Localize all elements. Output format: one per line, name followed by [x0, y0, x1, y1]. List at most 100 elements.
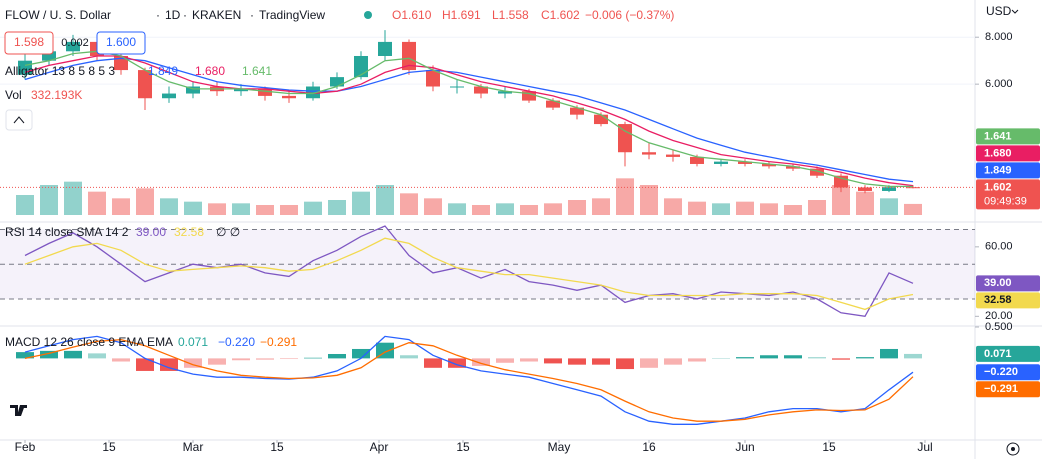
collapse-icon — [13, 116, 25, 124]
volume-bar — [736, 201, 754, 215]
separator: · — [250, 8, 254, 22]
indicator-line — [24, 338, 914, 422]
price-badge — [976, 345, 1040, 362]
buy-price[interactable]: 1.600 — [106, 35, 136, 49]
candle-body — [690, 156, 704, 164]
candle-body — [42, 51, 56, 61]
volume-bar — [760, 203, 778, 215]
indicator-line — [24, 335, 914, 425]
candle-body — [282, 95, 296, 99]
indicator-legend: MACD 12 26 close 9 EMA EMA — [5, 335, 173, 349]
interval: 1D — [165, 8, 181, 22]
price-badge — [976, 145, 1040, 162]
volume-bar — [280, 205, 298, 215]
y-tick-label: 20.00 — [985, 310, 1013, 322]
histogram-bar — [232, 358, 250, 361]
candle-body — [186, 86, 200, 94]
ohlc-open: O1.610 — [392, 8, 432, 22]
candle-body — [66, 41, 80, 52]
legend-value: −0.220 — [218, 335, 255, 349]
volume-bar — [592, 198, 610, 215]
candle-body — [570, 107, 584, 115]
x-tick-label: Jul — [917, 440, 932, 454]
histogram-bar — [904, 353, 922, 359]
currency-dropdown[interactable] — [1011, 9, 1019, 14]
volume-bar — [304, 201, 322, 215]
histogram-bar — [64, 350, 82, 359]
x-tick-label: Feb — [15, 440, 36, 454]
collapse-button[interactable] — [5, 109, 33, 131]
candle-body — [594, 114, 608, 125]
indicator-line — [24, 237, 914, 311]
volume-bar — [904, 203, 922, 215]
x-tick-label: 15 — [102, 440, 116, 454]
volume-bar — [496, 203, 514, 215]
volume-bar — [208, 203, 226, 215]
histogram-bar — [40, 350, 58, 359]
candle-body — [474, 86, 488, 94]
price-badge — [976, 364, 1040, 381]
volume-bar — [712, 203, 730, 215]
histogram-bar — [448, 358, 466, 368]
candle-body — [258, 88, 272, 96]
histogram-bar — [160, 358, 178, 371]
volume-bar — [160, 198, 178, 215]
candle-body — [858, 187, 872, 191]
indicator-line — [24, 57, 914, 183]
legend-value: 0.071 — [178, 335, 208, 349]
badge-label: −0.291 — [984, 383, 1018, 395]
histogram-bar — [640, 358, 658, 368]
sell-price[interactable]: 1.598 — [14, 35, 44, 49]
histogram-bar — [736, 357, 754, 359]
buy-button[interactable] — [96, 31, 146, 55]
candle-body — [498, 91, 512, 94]
volume-bar — [232, 203, 250, 215]
candle-body — [114, 55, 128, 71]
spread: 0.002 — [61, 37, 89, 49]
histogram-bar — [256, 358, 274, 360]
sell-button[interactable] — [4, 31, 54, 55]
candle-body — [738, 161, 752, 164]
histogram-bar — [880, 348, 898, 359]
histogram-bar — [664, 358, 682, 365]
separator: · — [183, 8, 187, 22]
histogram-bar — [184, 358, 202, 368]
volume-bar — [544, 203, 562, 215]
histogram-bar — [856, 357, 874, 359]
volume-bar — [616, 178, 634, 215]
volume-bar — [400, 193, 418, 215]
legend-extra: ∅ ∅ — [216, 225, 240, 239]
histogram-bar — [280, 358, 298, 360]
histogram-bar — [568, 358, 586, 365]
histogram-bar — [832, 358, 850, 360]
badge-label: 1.641 — [984, 130, 1012, 142]
badge-label: 1.602 — [984, 181, 1012, 193]
volume-bar — [880, 198, 898, 215]
x-tick-label: 15 — [456, 440, 470, 454]
histogram-bar — [712, 358, 730, 359]
candle-body — [378, 41, 392, 56]
indicator-legend: RSI 14 close SMA 14 2 — [5, 225, 129, 239]
price-badge — [976, 128, 1040, 145]
volume-value: 332.193K — [31, 88, 82, 102]
badge-label: 32.58 — [984, 294, 1012, 306]
y-tick-label: 6.000 — [985, 78, 1013, 90]
price-badge — [976, 162, 1040, 179]
currency[interactable]: USD — [986, 4, 1012, 18]
candle-body — [234, 88, 248, 92]
candle-body — [834, 175, 848, 188]
legend-value: 1.849 — [148, 64, 178, 78]
price-badge — [976, 275, 1040, 292]
badge-label: 1.680 — [984, 147, 1012, 159]
volume-bar — [64, 181, 82, 215]
legend-overlay: FLOW / U. S. Dollar · 1D · KRAKEN · Trad… — [4, 4, 1040, 456]
market-status[interactable] — [364, 11, 372, 19]
settings-icon[interactable] — [1006, 442, 1020, 456]
volume-bar — [640, 185, 658, 215]
histogram-bar — [472, 358, 490, 366]
exchange: KRAKEN — [192, 8, 241, 22]
legend-value: 32.58 — [174, 225, 204, 239]
ohlc-low: L1.558 — [492, 8, 529, 22]
indicator-legend: Alligator 13 8 5 8 5 3 — [5, 64, 115, 78]
x-tick-label: May — [548, 440, 571, 454]
